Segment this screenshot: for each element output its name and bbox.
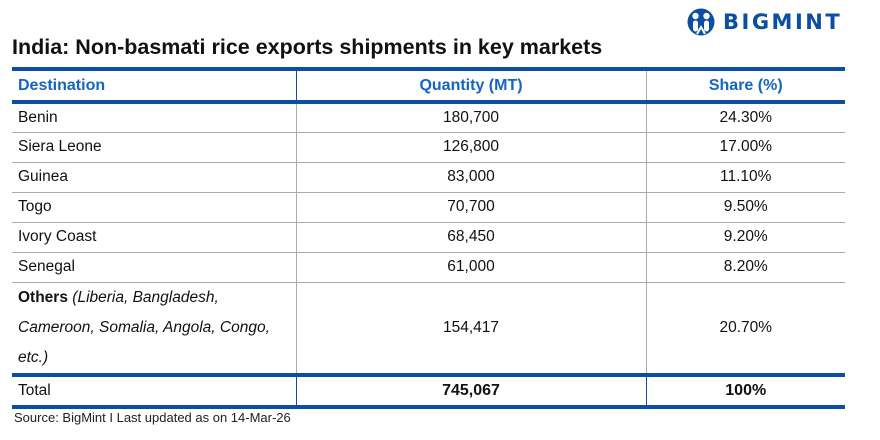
page-title: India: Non-basmati rice exports shipment… [12,35,603,59]
cell-quantity: 83,000 [295,162,646,193]
cell-destination: Senegal [12,252,296,283]
table-total-row: Total 745,067 100% [12,372,845,409]
bigmint-people-icon [687,8,715,36]
total-quantity: 745,067 [295,372,646,409]
cell-quantity: 154,417 [295,282,646,375]
table-row: Benin 180,700 24.30% [12,102,845,133]
header-destination: Destination [12,67,296,104]
cell-quantity: 180,700 [295,102,646,133]
brand-logo: BIGMINT [687,7,842,37]
cell-quantity: 68,450 [295,222,646,253]
cell-destination-others: Others (Liberia, Bangladesh, Cameroon, S… [12,282,296,375]
cell-destination: Benin [12,102,296,133]
header-share: Share (%) [645,67,845,104]
cell-share: 9.50% [645,192,845,223]
cell-quantity: 126,800 [295,132,646,163]
cell-destination: Togo [12,192,296,223]
cell-destination: Guinea [12,162,296,193]
others-label: Others [18,288,68,306]
table-row: Senegal 61,000 8.20% [12,252,845,283]
source-note: Source: BigMint I Last updated as on 14-… [14,410,291,425]
exports-table: Destination Quantity (MT) Share (%) Beni… [12,67,845,409]
cell-share: 20.70% [645,282,845,375]
cell-quantity: 70,700 [295,192,646,223]
cell-destination: Siera Leone [12,132,296,163]
table-header-row: Destination Quantity (MT) Share (%) [12,67,845,104]
table-row: Ivory Coast 68,450 9.20% [12,222,845,253]
table-row: Guinea 83,000 11.10% [12,162,845,193]
brand-name: BIGMINT [723,10,843,34]
table-row: Siera Leone 126,800 17.00% [12,132,845,163]
cell-share: 11.10% [645,162,845,193]
table-row: Togo 70,700 9.50% [12,192,845,223]
total-share: 100% [645,372,845,409]
cell-share: 24.30% [645,102,845,133]
cell-quantity: 61,000 [295,252,646,283]
cell-share: 17.00% [645,132,845,163]
others-detail: (Liberia, Bangladesh, Cameroon, Somalia,… [18,288,270,366]
cell-destination: Ivory Coast [12,222,296,253]
header-quantity: Quantity (MT) [295,67,646,104]
cell-share: 9.20% [645,222,845,253]
total-label: Total [12,372,296,409]
cell-share: 8.20% [645,252,845,283]
table-row-others: Others (Liberia, Bangladesh, Cameroon, S… [12,282,845,375]
